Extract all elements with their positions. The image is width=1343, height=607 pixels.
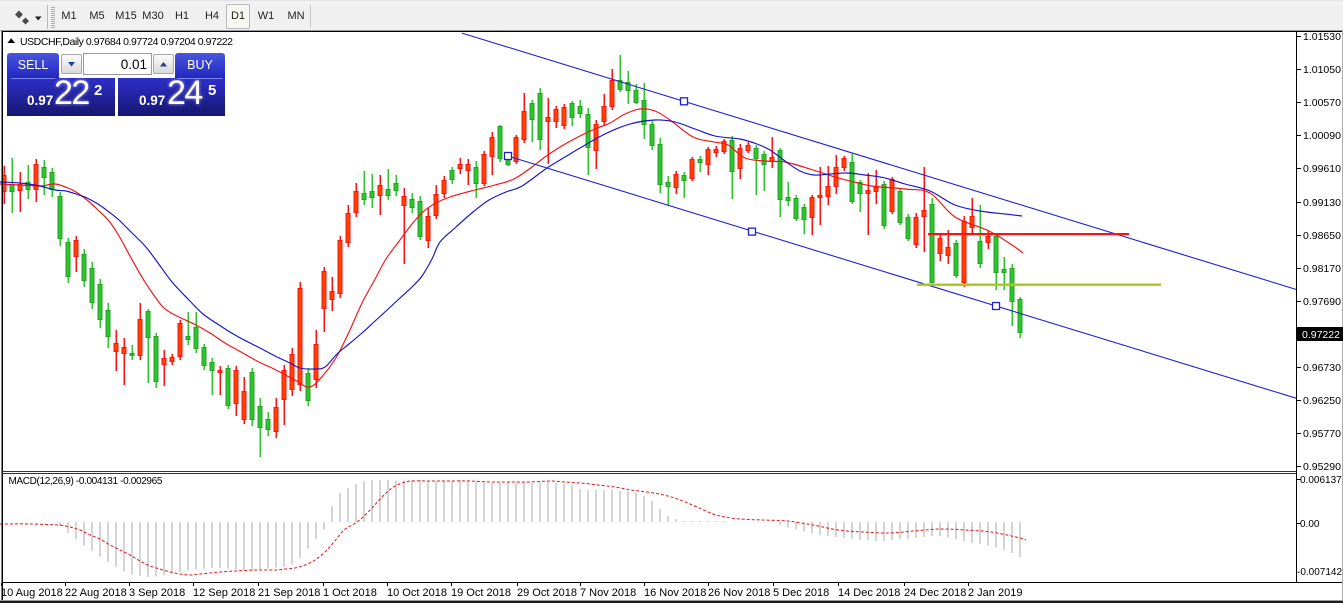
svg-text:12 Sep 2018: 12 Sep 2018 — [193, 587, 255, 599]
svg-text:0.97222: 0.97222 — [1302, 329, 1340, 341]
svg-text:19 Oct 2018: 19 Oct 2018 — [451, 587, 511, 599]
svg-text:1 Oct 2018: 1 Oct 2018 — [323, 587, 377, 599]
svg-text:2 Jan 2019: 2 Jan 2019 — [968, 587, 1022, 599]
svg-text:0.006137: 0.006137 — [1300, 475, 1342, 486]
svg-text:22 Aug 2018: 22 Aug 2018 — [65, 587, 127, 599]
svg-text:16 Nov 2018: 16 Nov 2018 — [644, 587, 706, 599]
svg-text:0.99130: 0.99130 — [1303, 197, 1341, 209]
svg-text:10 Oct 2018: 10 Oct 2018 — [387, 587, 447, 599]
svg-text:0.95770: 0.95770 — [1303, 428, 1341, 440]
svg-text:0.96730: 0.96730 — [1303, 362, 1341, 374]
svg-text:0.97690: 0.97690 — [1303, 296, 1341, 308]
svg-text:0.95290: 0.95290 — [1303, 461, 1341, 473]
svg-text:0.98650: 0.98650 — [1303, 230, 1341, 242]
svg-text:3 Sep 2018: 3 Sep 2018 — [129, 587, 185, 599]
svg-text:MACD(12,26,9) -0.004131 -0.002: MACD(12,26,9) -0.004131 -0.002965 — [9, 476, 163, 487]
svg-text:1.01530: 1.01530 — [1303, 31, 1341, 43]
svg-text:USDCHF,Daily 0.97684 0.97724: USDCHF,Daily 0.97684 0.97724 0.97204 0.9… — [20, 36, 233, 48]
svg-text:0.99610: 0.99610 — [1303, 163, 1341, 175]
svg-text:0.00: 0.00 — [1300, 519, 1320, 530]
svg-text:14 Dec 2018: 14 Dec 2018 — [838, 587, 900, 599]
svg-text:5 Dec 2018: 5 Dec 2018 — [773, 587, 829, 599]
svg-text:-0.007142: -0.007142 — [1297, 567, 1342, 578]
svg-text:0.96250: 0.96250 — [1303, 395, 1341, 407]
svg-text:26 Nov 2018: 26 Nov 2018 — [708, 587, 770, 599]
svg-text:7 Nov 2018: 7 Nov 2018 — [580, 587, 636, 599]
svg-text:21 Sep 2018: 21 Sep 2018 — [258, 587, 320, 599]
svg-text:24 Dec 2018: 24 Dec 2018 — [904, 587, 966, 599]
svg-text:1.00570: 1.00570 — [1303, 97, 1341, 109]
svg-text:1.00090: 1.00090 — [1303, 130, 1341, 142]
svg-text:0.98170: 0.98170 — [1303, 263, 1341, 275]
svg-text:1.01050: 1.01050 — [1303, 64, 1341, 76]
svg-text:29 Oct 2018: 29 Oct 2018 — [517, 587, 577, 599]
svg-text:10 Aug 2018: 10 Aug 2018 — [1, 587, 63, 599]
